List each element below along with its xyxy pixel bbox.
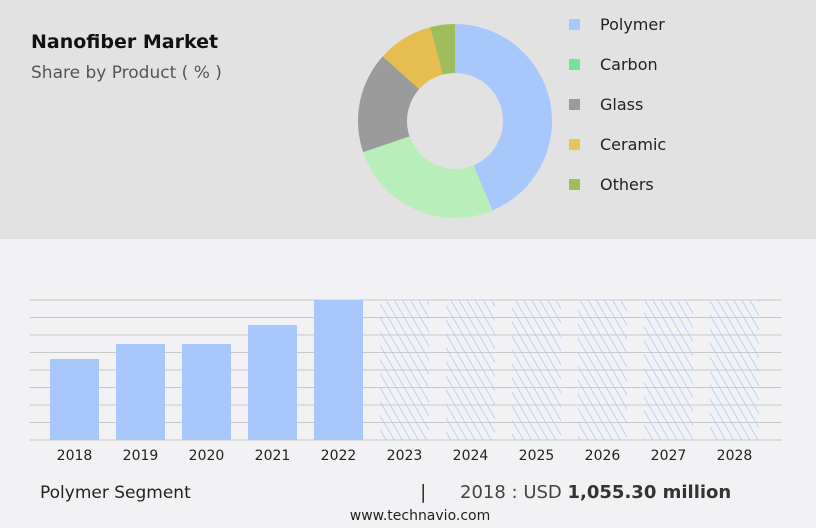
page-title: Nanofiber Market	[31, 31, 219, 53]
page-subtitle: Share by Product ( % )	[31, 63, 222, 83]
donut-chart	[358, 24, 552, 218]
legend-label: Others	[600, 174, 654, 194]
legend-swatch	[569, 18, 580, 30]
x-tick-label: 2021	[255, 448, 291, 464]
x-tick-label: 2023	[387, 448, 423, 464]
legend-label: Ceramic	[600, 134, 667, 154]
x-tick-label: 2018	[57, 448, 93, 464]
legend-item-others: Others	[569, 164, 666, 204]
bar-2021	[248, 325, 297, 440]
legend-item-carbon: Carbon	[569, 44, 666, 84]
bar-2024-forecast	[446, 300, 495, 440]
donut-slice-polymer	[455, 24, 552, 211]
x-tick-label: 2026	[585, 448, 621, 464]
donut-slice-others	[430, 24, 455, 75]
bar-2023-forecast	[380, 300, 429, 440]
legend-swatch	[569, 138, 580, 150]
x-tick-label: 2028	[717, 448, 753, 464]
x-tick-label: 2019	[123, 448, 159, 464]
legend-swatch	[569, 178, 580, 190]
x-tick-label: 2020	[189, 448, 225, 464]
segment-value: 2018 : USD 1,055.30 million	[460, 482, 731, 503]
bar-chart: 2018 2019 2020 2021 2022 2023 2024 2025 2026 2027…	[30, 299, 782, 464]
website-link[interactable]: www.technavio.com	[349, 508, 491, 524]
x-tick-label: 2027	[651, 448, 687, 464]
legend-label: Polymer	[600, 14, 665, 34]
bar-2018	[50, 359, 99, 440]
bar-2028-forecast	[710, 300, 759, 440]
legend-swatch	[569, 98, 580, 110]
legend-label: Carbon	[600, 54, 658, 74]
legend-item-glass: Glass	[569, 84, 666, 124]
separator: |	[420, 481, 427, 503]
legend-item-ceramic: Ceramic	[569, 124, 666, 164]
bar-2026-forecast	[578, 300, 627, 440]
x-tick-label: 2024	[453, 448, 489, 464]
legend-swatch	[569, 58, 580, 70]
bar-2025-forecast	[512, 300, 561, 440]
bar-2019	[116, 343, 165, 440]
donut-slice-ceramic	[382, 27, 443, 90]
bar-2020	[182, 343, 231, 440]
x-tick-label: 2025	[519, 448, 555, 464]
donut-slice-glass	[358, 56, 420, 153]
segment-label: Polymer Segment	[40, 483, 191, 503]
legend: Polymer Carbon Glass Ceramic Others	[569, 4, 666, 204]
bar-2022	[314, 300, 363, 440]
legend-item-polymer: Polymer	[569, 4, 666, 44]
year-label: 2018 : USD	[460, 482, 562, 503]
donut-slice-carbon	[363, 136, 493, 218]
bar-2027-forecast	[644, 300, 693, 440]
value-text: 1,055.30 million	[567, 482, 732, 503]
x-tick-label: 2022	[321, 448, 357, 464]
legend-label: Glass	[600, 94, 644, 114]
